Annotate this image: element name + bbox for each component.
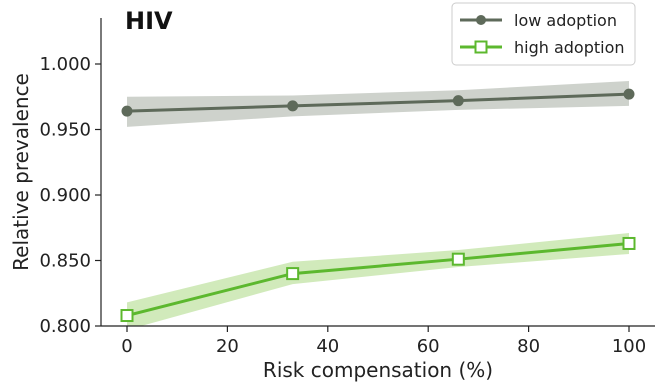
- y-ticks: 0.800 0.850 0.900 0.950 1.000: [39, 54, 101, 337]
- y-tick-label: 0.950: [39, 120, 91, 141]
- x-tick-label: 100: [612, 336, 646, 357]
- x-axis-title: Risk compensation (%): [263, 358, 493, 382]
- high-adoption-line: [126, 241, 630, 317]
- x-tick-label: 80: [517, 336, 540, 357]
- series-lines: [126, 92, 630, 317]
- high-adoption-point: [451, 252, 465, 266]
- chart-title: HIV: [125, 7, 173, 35]
- legend-swatch-marker-low-adoption: [476, 15, 486, 25]
- y-tick-label: 0.850: [39, 251, 91, 272]
- y-tick-label: 1.000: [39, 54, 91, 75]
- low-adoption-point: [287, 100, 299, 112]
- legend: low adoption high adoption: [451, 2, 636, 66]
- low-adoption-point: [623, 88, 635, 100]
- y-axis-title: Relative prevalence: [9, 73, 33, 271]
- high-adoption-point: [286, 267, 300, 281]
- legend-swatch-marker-high-adoption: [474, 40, 488, 54]
- low-adoption-point: [452, 95, 464, 107]
- low-adoption-line: [126, 92, 630, 113]
- high-adoption-point: [120, 309, 134, 323]
- low-adoption-point: [121, 105, 133, 117]
- x-tick-label: 60: [417, 336, 440, 357]
- legend-label-high-adoption: high adoption: [514, 38, 625, 57]
- axes: [100, 18, 655, 327]
- y-tick-label: 0.800: [39, 316, 91, 337]
- x-tick-label: 0: [121, 336, 132, 357]
- y-tick-label: 0.900: [39, 185, 91, 206]
- series-markers: [120, 88, 636, 323]
- high-adoption-band: [127, 232, 629, 326]
- x-tick-label: 40: [316, 336, 339, 357]
- legend-label-low-adoption: low adoption: [514, 11, 617, 30]
- x-tick-label: 20: [216, 336, 239, 357]
- x-ticks: 0 20 40 60 80 100: [121, 326, 646, 357]
- high-adoption-point: [622, 236, 636, 250]
- confidence-bands: [127, 81, 629, 326]
